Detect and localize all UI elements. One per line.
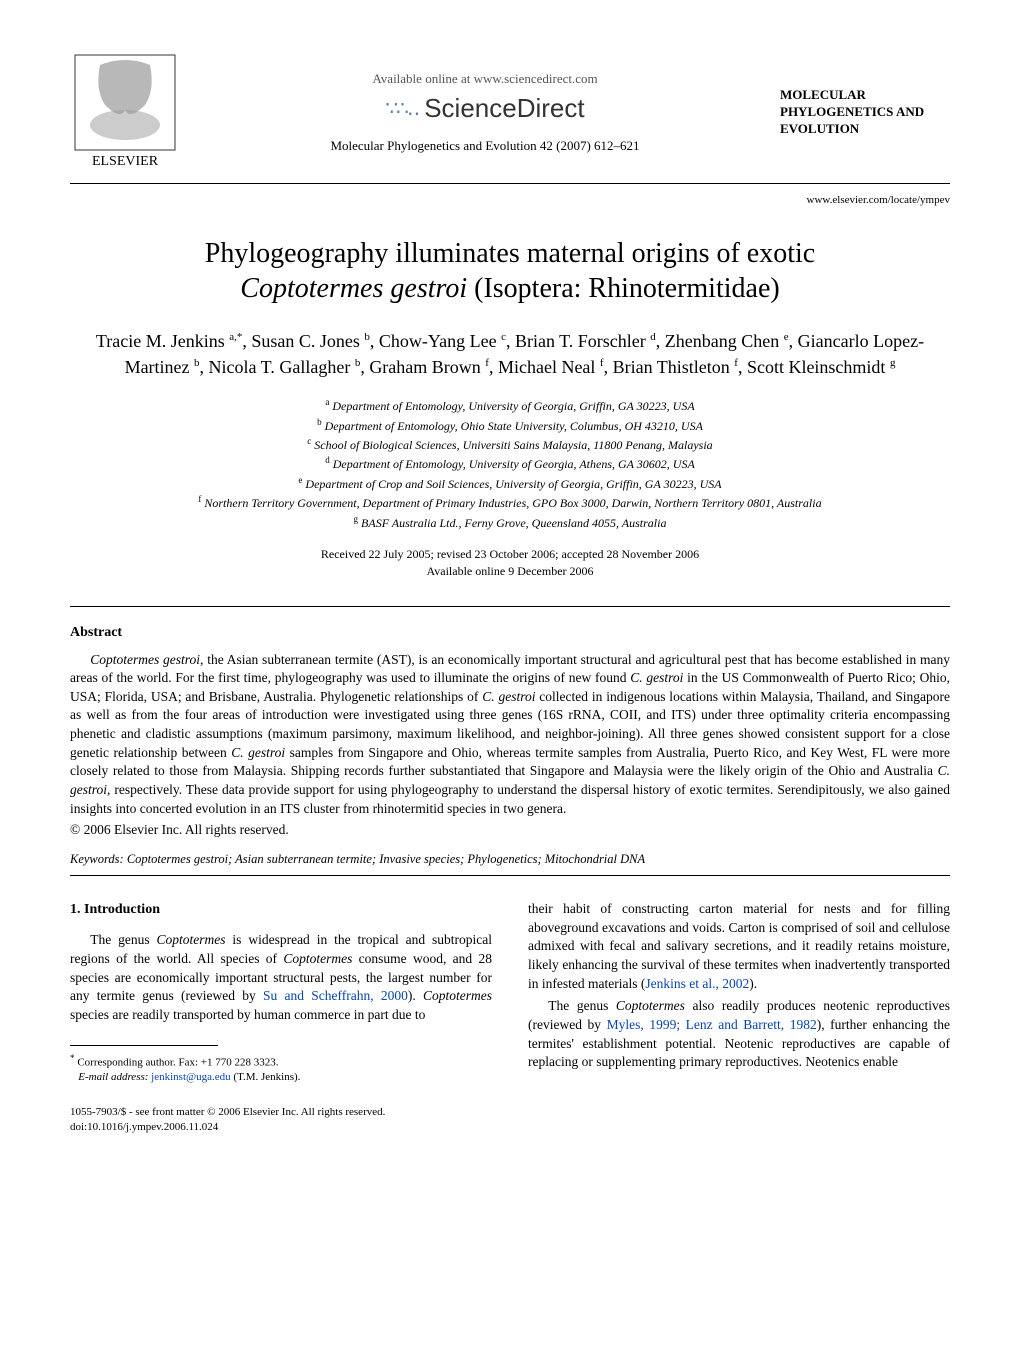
affil-c: School of Biological Sciences, Universit…	[314, 438, 712, 452]
r2: ).	[749, 976, 757, 991]
intro-right-p1: their habit of constructing carton mater…	[528, 900, 950, 993]
center-header: Available online at www.sciencedirect.co…	[190, 71, 780, 154]
body-columns: 1. Introduction The genus Coptotermes is…	[70, 900, 950, 1135]
right-header: MOLECULAR PHYLOGENETICS AND EVOLUTION	[780, 87, 950, 138]
t8: species are readily transported by human…	[70, 1007, 425, 1022]
affiliations: a Department of Entomology, University o…	[70, 396, 950, 532]
available-date: Available online 9 December 2006	[426, 564, 593, 578]
received-date: Received 22 July 2005; revised 23 Octobe…	[321, 547, 699, 561]
affil-f: Northern Territory Government, Departmen…	[204, 496, 821, 510]
journal-citation: Molecular Phylogenetics and Evolution 42…	[190, 138, 780, 154]
authors: Tracie M. Jenkins a,*, Susan C. Jones b,…	[70, 328, 950, 380]
keywords-text: Coptotermes gestroi; Asian subterranean …	[124, 852, 645, 866]
email-label: E-mail address:	[78, 1071, 148, 1083]
t4: Coptotermes	[283, 951, 352, 966]
left-column: 1. Introduction The genus Coptotermes is…	[70, 900, 492, 1135]
t6: ).	[408, 988, 423, 1003]
sciencedirect-text: ScienceDirect	[424, 93, 584, 124]
affil-a: Department of Entomology, University of …	[332, 399, 694, 413]
sd-dots-icon: ∵∴‥	[385, 96, 418, 121]
title-line2-post: (Isoptera: Rhinotermitidae)	[467, 273, 780, 304]
header: ELSEVIER Available online at www.science…	[70, 50, 950, 184]
email-who: (T.M. Jenkins).	[231, 1071, 301, 1083]
article-title: Phylogeography illuminates maternal orig…	[70, 236, 950, 306]
available-online-text: Available online at www.sciencedirect.co…	[190, 71, 780, 87]
sciencedirect-logo: ∵∴‥ ScienceDirect	[385, 93, 584, 124]
r4: Coptotermes	[616, 998, 685, 1013]
citation-su[interactable]: Su and Scheffrahn, 2000	[263, 988, 408, 1003]
keywords-label: Keywords:	[70, 852, 124, 866]
journal-title: MOLECULAR PHYLOGENETICS AND EVOLUTION	[780, 87, 950, 138]
keywords: Keywords: Coptotermes gestroi; Asian sub…	[70, 852, 950, 867]
elsevier-text: ELSEVIER	[92, 154, 159, 169]
title-line1: Phylogeography illuminates maternal orig…	[205, 238, 815, 269]
copyright: © 2006 Elsevier Inc. All rights reserved…	[70, 822, 950, 838]
footnote: * Corresponding author. Fax: +1 770 228 …	[70, 1052, 492, 1085]
r3: The genus	[548, 998, 616, 1013]
affil-d: Department of Entomology, University of …	[333, 457, 695, 471]
bottom-info: 1055-7903/$ - see front matter © 2006 El…	[70, 1105, 492, 1135]
abstract-heading: Abstract	[70, 625, 950, 641]
affil-g: BASF Australia Ltd., Ferny Grove, Queens…	[361, 516, 666, 530]
footnote-divider	[70, 1045, 218, 1046]
dates: Received 22 July 2005; revised 23 Octobe…	[70, 546, 950, 580]
t1: The genus	[90, 932, 156, 947]
intro-left-p1: The genus Coptotermes is widespread in t…	[70, 931, 492, 1024]
affil-e: Department of Crop and Soil Sciences, Un…	[305, 477, 721, 491]
intro-heading: 1. Introduction	[70, 900, 492, 919]
abstract-section: Abstract Coptotermes gestroi, the Asian …	[70, 625, 950, 839]
t7: Coptotermes	[423, 988, 492, 1003]
right-column: their habit of constructing carton mater…	[528, 900, 950, 1135]
elsevier-logo: ELSEVIER	[70, 50, 180, 170]
doi: doi:10.1016/j.ympev.2006.11.024	[70, 1121, 218, 1133]
title-italic: Coptotermes gestroi	[240, 273, 467, 304]
site-link[interactable]: www.elsevier.com/locate/ympev	[70, 194, 950, 206]
t2: Coptotermes	[157, 932, 226, 947]
divider-2	[70, 875, 950, 876]
abstract-text: Coptotermes gestroi, the Asian subterran…	[70, 651, 950, 819]
citation-jenkins[interactable]: Jenkins et al., 2002	[645, 976, 749, 991]
email-link[interactable]: jenkinst@uga.edu	[151, 1071, 230, 1083]
elsevier-logo-cell: ELSEVIER	[70, 50, 190, 175]
corr-author: Corresponding author. Fax: +1 770 228 33…	[77, 1056, 278, 1068]
intro-right-p2: The genus Coptotermes also readily produ…	[528, 997, 950, 1072]
citation-myles[interactable]: Myles, 1999; Lenz and Barrett, 1982	[607, 1017, 817, 1032]
divider-1	[70, 606, 950, 607]
front-matter: 1055-7903/$ - see front matter © 2006 El…	[70, 1106, 385, 1118]
affil-b: Department of Entomology, Ohio State Uni…	[325, 419, 703, 433]
